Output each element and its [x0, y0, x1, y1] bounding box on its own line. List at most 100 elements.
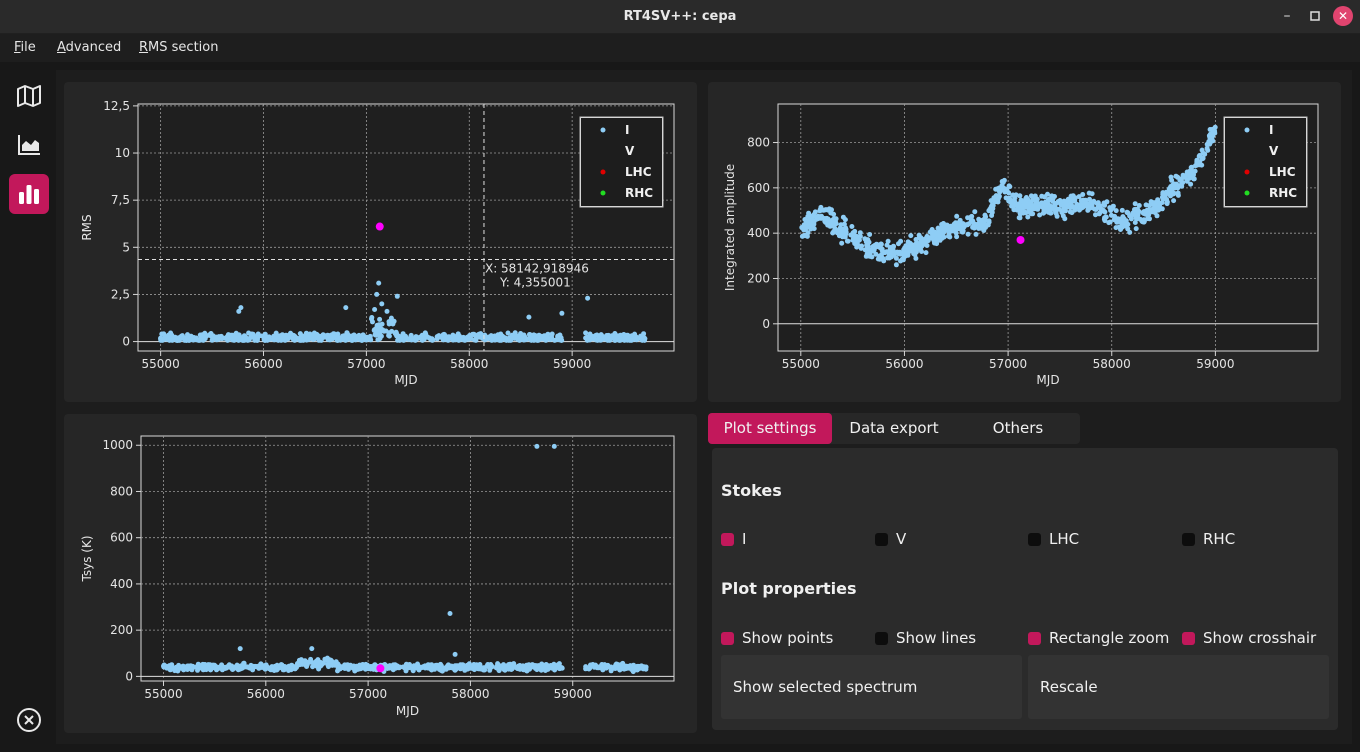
- data-point: [325, 662, 331, 668]
- data-point: [923, 250, 929, 256]
- data-point: [801, 222, 807, 228]
- data-point: [164, 336, 170, 342]
- data-point: [583, 666, 589, 672]
- data-point: [222, 335, 227, 341]
- checkbox-checked[interactable]: [1028, 631, 1041, 645]
- x-tick-label: 55000: [782, 357, 820, 371]
- data-point: [283, 332, 289, 338]
- x-tick-label: 59000: [1196, 357, 1234, 371]
- stokes-lhc-checkbox[interactable]: LHC: [1028, 529, 1079, 549]
- rms-chart-panel[interactable]: 55000 56000 57000 58000 59000 0 2,5 5 7,5 10 12,5 M…: [64, 82, 697, 402]
- data-point: [841, 221, 847, 227]
- data-point: [488, 334, 494, 340]
- data-point: [358, 337, 364, 343]
- data-point: [1185, 172, 1191, 178]
- data-point: [971, 225, 977, 231]
- data-point: [504, 663, 510, 669]
- data-point: [986, 218, 992, 224]
- data-point: [1078, 205, 1084, 211]
- data-point: [1175, 190, 1181, 196]
- show-lines-checkbox[interactable]: Show lines: [875, 628, 976, 648]
- data-point: [304, 334, 310, 340]
- data-point: [1145, 216, 1151, 222]
- data-point: [857, 230, 863, 236]
- menu-advanced[interactable]: Advanced: [57, 40, 122, 55]
- data-point: [218, 663, 224, 669]
- data-point: [1010, 192, 1016, 198]
- data-point: [995, 186, 1001, 192]
- data-point: [248, 662, 254, 668]
- checkbox-unchecked[interactable]: [1028, 532, 1041, 546]
- data-point: [812, 209, 818, 215]
- data-point: [239, 336, 245, 341]
- checkbox-unchecked[interactable]: [1182, 532, 1195, 546]
- data-point: [627, 663, 633, 669]
- data-point: [505, 330, 511, 336]
- sidebar-item-map[interactable]: [9, 76, 49, 116]
- tab-others[interactable]: Others: [992, 419, 1044, 437]
- x-tick-label: 58000: [450, 357, 488, 371]
- tsys-chart-panel[interactable]: 55000 56000 57000 58000 59000 0 200 400 600 800 10…: [64, 414, 697, 733]
- data-point: [504, 337, 510, 343]
- data-point: [438, 661, 443, 667]
- menu-rms-section[interactable]: RMS section: [139, 40, 219, 55]
- checkbox-checked[interactable]: [1182, 631, 1195, 645]
- data-point: [158, 337, 164, 343]
- data-point: [849, 224, 855, 229]
- checkbox-unchecked[interactable]: [875, 631, 888, 645]
- data-point: [547, 664, 553, 670]
- sidebar-item-bar-chart[interactable]: [9, 174, 49, 214]
- menu-file[interactable]: File: [14, 40, 36, 55]
- show-crosshair-checkbox[interactable]: Show crosshair: [1182, 628, 1316, 648]
- minimize-icon[interactable]: –: [1283, 8, 1291, 24]
- maximize-icon[interactable]: [1305, 6, 1325, 26]
- x-tick-label: 59000: [554, 687, 592, 701]
- data-point: [262, 337, 268, 343]
- checkbox-checked[interactable]: [721, 532, 734, 546]
- data-point: [973, 231, 979, 237]
- data-point: [394, 293, 400, 299]
- x-tick-label: 58000: [451, 687, 489, 701]
- tab-data-export[interactable]: Data export: [849, 419, 939, 437]
- tab-plot-settings[interactable]: Plot settings: [708, 413, 832, 444]
- checkbox-checked[interactable]: [721, 631, 734, 645]
- data-point: [639, 335, 645, 341]
- data-point: [1089, 205, 1095, 211]
- data-point: [208, 667, 213, 673]
- series-I: [799, 124, 1218, 268]
- show-selected-spectrum-button[interactable]: Show selected spectrum: [721, 655, 1022, 719]
- data-point: [1130, 212, 1136, 218]
- checkbox-unchecked[interactable]: [875, 532, 888, 546]
- stokes-v-checkbox[interactable]: V: [875, 529, 906, 549]
- data-point: [891, 243, 896, 249]
- stokes-rhc-checkbox[interactable]: RHC: [1182, 529, 1235, 549]
- data-point: [1140, 209, 1146, 215]
- data-point: [972, 209, 978, 215]
- data-point: [194, 664, 200, 670]
- legend-label-i: I: [1269, 123, 1273, 137]
- stokes-i-checkbox[interactable]: I: [721, 529, 746, 549]
- area-chart-icon: [18, 135, 40, 155]
- sidebar-item-area-chart[interactable]: [9, 125, 49, 165]
- data-point: [1045, 198, 1051, 204]
- data-point: [618, 332, 624, 338]
- bar-chart-icon: [19, 185, 39, 204]
- data-point: [1045, 209, 1051, 215]
- data-point: [1132, 201, 1138, 207]
- show-points-checkbox[interactable]: Show points: [721, 628, 833, 648]
- exit-button[interactable]: [9, 700, 49, 740]
- data-point: [840, 234, 846, 240]
- rectangle-zoom-checkbox[interactable]: Rectangle zoom: [1028, 628, 1169, 648]
- data-point: [965, 215, 971, 221]
- data-point: [252, 663, 258, 669]
- data-point: [500, 335, 506, 341]
- data-point: [556, 666, 562, 672]
- data-point: [278, 333, 284, 339]
- x-tick-label: 55000: [142, 357, 180, 371]
- data-point: [1025, 196, 1031, 202]
- close-icon[interactable]: ✕: [1333, 6, 1353, 26]
- rescale-button[interactable]: Rescale: [1028, 655, 1329, 719]
- data-point: [349, 337, 355, 343]
- amplitude-chart-panel[interactable]: 55000 56000 57000 58000 59000 0 200 400 600 800 MJ…: [708, 82, 1341, 402]
- data-point: [951, 221, 957, 227]
